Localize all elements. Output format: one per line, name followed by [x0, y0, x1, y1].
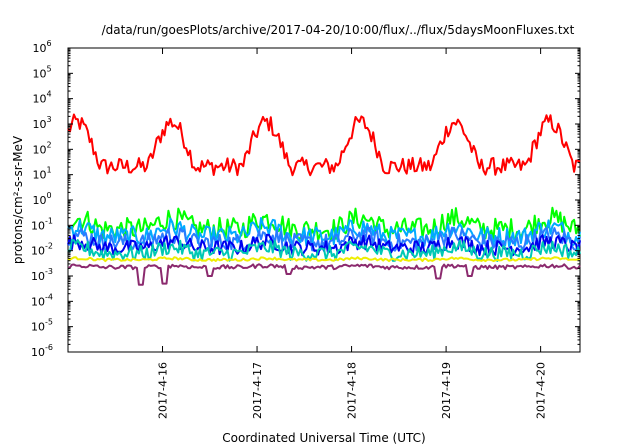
series-line [67, 256, 581, 263]
y-tick-label: 104 [32, 90, 51, 106]
y-tick-label: 106 [32, 39, 51, 55]
y-tick-label: 10-3 [31, 267, 53, 283]
x-axis: 2017-4-16 2017-4-17 2017-4-18 2017-4-19 2017… [157, 48, 548, 419]
series-layer [67, 113, 581, 286]
y-tick-label: 101 [32, 166, 51, 182]
y-axis: 10-6 10-5 10-4 10-3 10-2 10-1 100 101 102 103 104 1… [31, 39, 580, 359]
series-line [67, 113, 581, 177]
y-tick-label: 103 [32, 115, 51, 131]
y-tick-label: 10-1 [31, 216, 53, 232]
y-axis-label: protons/cm²-s-sr-MeV [11, 135, 25, 264]
series-line [67, 263, 581, 286]
y-tick-label: 10-4 [31, 292, 53, 308]
y-tick-label: 100 [32, 191, 51, 207]
y-tick-label: 10-5 [31, 318, 53, 334]
x-tick-label: 2017-4-20 [535, 362, 548, 419]
y-tick-label: 105 [32, 64, 51, 80]
x-tick-label: 2017-4-18 [346, 362, 359, 419]
x-tick-label: 2017-4-17 [251, 362, 264, 419]
x-axis-label: Coordinated Universal Time (UTC) [222, 431, 425, 445]
x-tick-label: 2017-4-19 [440, 362, 453, 419]
x-tick-label: 2017-4-16 [157, 362, 170, 419]
chart-title: /data/run/goesPlots/archive/2017-04-20/1… [102, 23, 575, 37]
y-tick-label: 10-6 [31, 343, 53, 359]
plot-frame [67, 47, 581, 353]
series-line [67, 239, 581, 262]
series-line [67, 206, 581, 242]
y-tick-label: 10-2 [31, 242, 53, 258]
y-tick-label: 102 [32, 140, 51, 156]
